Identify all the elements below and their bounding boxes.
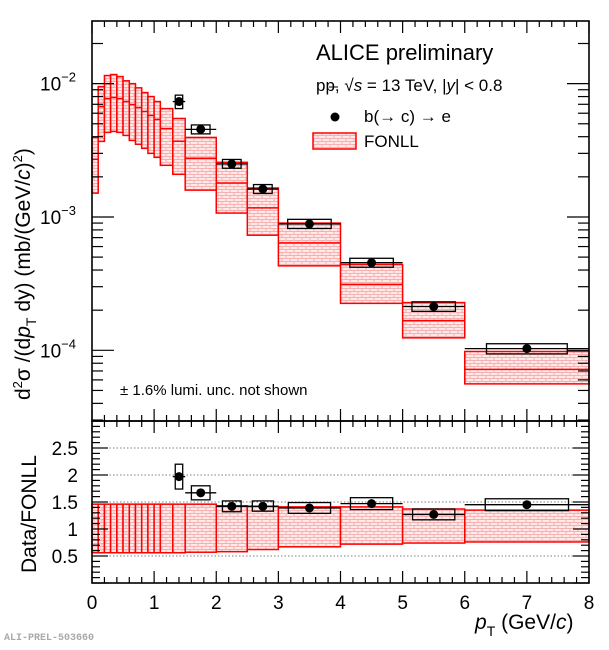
fonll-band	[464, 350, 590, 385]
legend-entry-data: b(→ c) → e	[364, 107, 451, 126]
ratio-syst-box	[484, 498, 570, 512]
data-point	[429, 302, 439, 312]
x-tick-label: 0	[87, 593, 98, 614]
axis-tick-labels: 0 1 2 3 4 5 6 7 8 10−2 10−3 10−4 0.5 1 1.5 2 2.5	[40, 70, 594, 614]
x-tick-label: 7	[522, 593, 533, 614]
ratio-y-tick-label: 2.5	[52, 439, 78, 460]
fonll-band	[159, 107, 174, 167]
data-point	[304, 219, 314, 229]
legend-fonll-marker-icon	[312, 132, 357, 150]
legend: ALICE preliminary pp, √s = 13 TeV, |y| <…	[312, 40, 502, 151]
fonll-band	[215, 161, 249, 214]
fonll-ratio-band	[140, 503, 149, 554]
fonll-ratio-band	[464, 509, 590, 543]
fonll-band	[140, 91, 149, 150]
data-point	[367, 258, 377, 268]
top-y-tick-label: 10−3	[40, 203, 76, 229]
ratio-syst-box	[349, 497, 394, 511]
fonll-ratio-band	[172, 503, 186, 554]
fonll-ratio-band	[134, 503, 143, 554]
x-tick-label: 3	[273, 593, 284, 614]
top-y-tick-label: 10−4	[40, 336, 76, 362]
fonll-band	[97, 85, 106, 143]
legend-entry-fonll: FONLL	[364, 132, 419, 151]
ratio-data-point	[196, 488, 206, 498]
top-data-points	[172, 94, 589, 355]
ratio-data-point	[304, 503, 314, 513]
x-tick-label: 1	[149, 593, 160, 614]
x-tick-label: 5	[397, 593, 408, 614]
fonll-band	[134, 87, 143, 146]
ratio-data-point	[367, 499, 377, 509]
ratio-data-point	[174, 472, 184, 482]
legend-data-marker-icon	[330, 112, 340, 122]
data-point	[174, 97, 184, 107]
data-point	[196, 124, 206, 134]
ratio-syst-box	[251, 500, 275, 512]
fonll-ratio-band	[339, 506, 404, 545]
ratio-y-tick-label: 1	[67, 520, 78, 541]
top-y-tick-label: 10−2	[40, 70, 76, 96]
fonll-band	[184, 136, 217, 191]
x-tick-label: 4	[335, 593, 346, 614]
axis-ticks	[91, 21, 590, 584]
ratio-yaxis-title: Data/FONLL	[18, 455, 41, 573]
fonll-band	[91, 136, 99, 194]
ratio-syst-box	[411, 508, 456, 521]
x-tick-label: 2	[211, 593, 222, 614]
top-fonll-bands	[91, 73, 590, 385]
fonll-ratio-band	[153, 503, 162, 554]
x-tick-label: 8	[584, 593, 595, 614]
ratio-fonll-bands	[91, 503, 590, 554]
fonll-ratio-band	[147, 503, 155, 554]
fonll-ratio-band	[215, 505, 249, 553]
data-syst-box	[411, 301, 457, 312]
top-yaxis-title: d2σ /(dpT dy) (mb/(GeV/c)2)	[10, 148, 39, 400]
fonll-ratio-band	[128, 503, 137, 554]
data-syst-box	[485, 343, 568, 355]
ratio-data-point	[522, 500, 532, 510]
fonll-band	[172, 117, 186, 176]
fonll-band	[116, 75, 124, 134]
data-point	[227, 159, 237, 169]
ratio-syst-box	[221, 500, 242, 513]
data-point	[522, 344, 532, 354]
fonll-band	[122, 80, 131, 137]
legend-subtitle: pp, √s = 13 TeV, |y| < 0.8	[316, 76, 502, 95]
fonll-band	[277, 222, 342, 267]
x-tick-label: 6	[459, 593, 470, 614]
fonll-ratio-band	[109, 503, 118, 554]
lumi-note: ± 1.6% lumi. unc. not shown	[120, 382, 308, 399]
fonll-ratio-band	[184, 503, 217, 553]
data-syst-box	[287, 218, 332, 230]
ratio-syst-box	[287, 501, 332, 514]
ratio-syst-box	[190, 485, 211, 501]
ratio-data-point	[429, 509, 439, 519]
fonll-ratio-band	[159, 503, 174, 554]
watermark: ALI-PREL-503660	[4, 633, 95, 644]
fonll-band	[246, 187, 280, 236]
ratio-y-tick-label: 1.5	[52, 493, 78, 514]
ratio-data-points	[172, 463, 589, 521]
xaxis-title: pT (GeV/c)	[474, 611, 573, 639]
fonll-ratio-band	[122, 503, 131, 554]
fonll-band	[128, 82, 137, 142]
data-point	[258, 184, 268, 194]
legend-title: ALICE preliminary	[316, 40, 493, 65]
ratio-data-point	[258, 501, 268, 511]
fonll-band	[153, 100, 162, 159]
fonll-band	[147, 95, 155, 155]
ratio-y-tick-label: 2	[67, 466, 78, 487]
ratio-y-tick-label: 0.5	[52, 547, 78, 568]
ratio-data-point	[227, 501, 237, 511]
fonll-ratio-band	[246, 505, 280, 551]
fonll-ratio-band	[116, 503, 124, 554]
